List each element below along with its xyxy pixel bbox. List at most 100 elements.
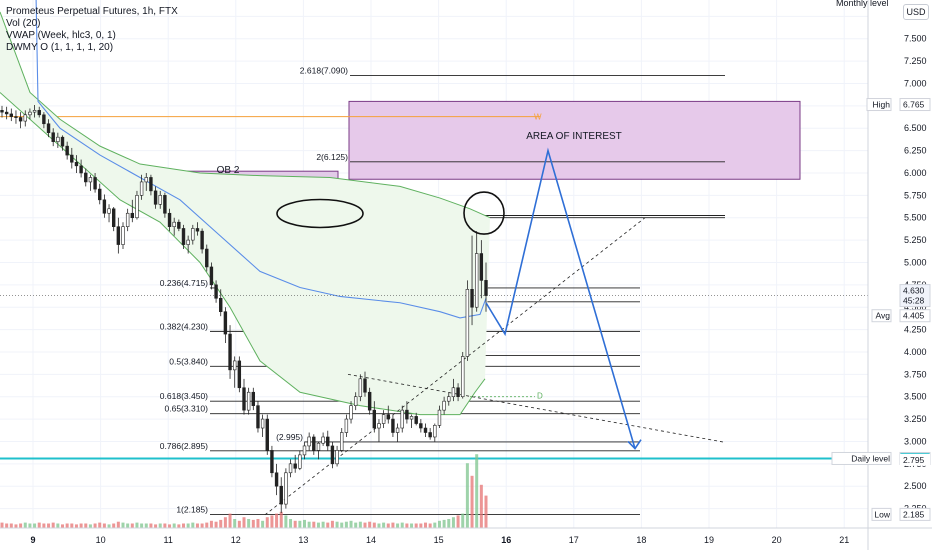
volume-bar: [79, 523, 83, 528]
volume-bar: [219, 519, 223, 528]
volume-bar: [177, 524, 181, 528]
volume-bar: [303, 519, 306, 528]
fib-level-label: 0.5(3.840): [169, 356, 208, 366]
candle-body: [56, 136, 60, 142]
candle-body: [335, 450, 339, 465]
candle-body: [419, 423, 423, 429]
candle-body: [437, 409, 442, 426]
candle-body: [135, 195, 139, 219]
volume-bar: [158, 523, 162, 528]
candle-body: [256, 405, 260, 429]
candle-body: [349, 405, 353, 420]
candle-body: [167, 212, 172, 227]
candle-body: [474, 253, 479, 308]
volume-bar: [154, 524, 158, 528]
candle-body: [409, 416, 414, 420]
fib-level-label: 2(6.125): [316, 152, 348, 162]
order-block-label: OB 2: [217, 165, 240, 176]
volume-bar: [74, 524, 78, 528]
fib-level-label: 0.65(3.310): [165, 404, 209, 414]
volume-bar: [5, 523, 9, 528]
x-tick-label: 10: [96, 535, 106, 545]
volume-bar: [28, 523, 32, 528]
candle-body: [177, 221, 181, 229]
y-tick-label: 7.250: [904, 56, 927, 66]
x-tick-label: 14: [366, 535, 376, 545]
avg-label: Avg: [876, 311, 891, 321]
candle-body: [74, 161, 79, 167]
daily-label-box: [831, 451, 892, 465]
volume-bar: [61, 524, 64, 528]
volume-bar: [121, 522, 125, 528]
volume-bar: [144, 523, 148, 528]
y-tick-label: 4.500: [904, 302, 927, 312]
volume-bar: [312, 521, 316, 528]
candle-body: [433, 425, 437, 438]
volume-bar: [70, 523, 74, 528]
y-tick-label: 3.500: [904, 392, 927, 402]
volume-bar: [209, 520, 213, 528]
volume-bar: [340, 522, 344, 528]
volume-bar: [42, 523, 46, 528]
low-price-tag: [899, 507, 931, 521]
volume-bar: [414, 523, 418, 528]
legend-volume[interactable]: Vol (20): [6, 18, 41, 29]
volume-bar: [135, 522, 139, 528]
candle-body: [28, 111, 32, 116]
volume-bar: [293, 520, 297, 528]
candle-countdown: 45:28: [903, 296, 925, 306]
candle-body: [451, 387, 456, 398]
candle-body: [130, 212, 135, 219]
volume-bar: [400, 522, 404, 528]
volume-bar: [23, 522, 27, 528]
candle-body: [391, 418, 395, 433]
volume-bar: [195, 523, 199, 528]
candle-body: [386, 414, 390, 420]
x-tick-label: 9: [30, 535, 35, 545]
candle-body: [153, 190, 158, 205]
volume-bar: [470, 475, 474, 528]
y-tick-label: 7.500: [904, 34, 927, 44]
monthly-level-label: Monthly level: [836, 0, 889, 8]
currency-button[interactable]: USD: [903, 4, 929, 20]
candle-body: [121, 226, 125, 245]
volume-bar: [65, 523, 69, 528]
volume-bar: [368, 521, 372, 528]
candle-body: [181, 228, 186, 245]
candle-body: [307, 436, 311, 447]
volume-bar: [116, 521, 120, 528]
legend-symbol[interactable]: Prometeus Perpetual Futures, 1h, FTX: [6, 6, 178, 17]
y-tick-label: 4.250: [904, 325, 927, 335]
volume-bar: [228, 513, 232, 528]
avg-price-tag: [899, 309, 931, 323]
y-tick-label: 3.000: [904, 436, 927, 446]
candle-body: [442, 400, 446, 411]
volume-bar: [93, 523, 97, 528]
candle-body: [270, 450, 274, 474]
candle-body: [32, 110, 37, 113]
time-axis-bg: [0, 528, 932, 550]
candle-body: [172, 221, 176, 227]
candle-body: [9, 113, 14, 117]
x-tick-label: 17: [569, 535, 579, 545]
volume-bar: [321, 521, 325, 528]
candle-body: [139, 181, 144, 196]
candle-body: [205, 248, 209, 268]
legend-vwap[interactable]: VWAP (Week, hlc3, 0, 1): [6, 30, 116, 41]
volume-bar: [335, 521, 339, 528]
x-tick-label: 19: [704, 535, 714, 545]
candle-body: [200, 230, 204, 250]
candle-body: [372, 409, 377, 429]
y-tick-label: 3.250: [904, 414, 927, 424]
volume-bar: [172, 523, 176, 528]
legend-dwmy[interactable]: DWMY O (1, 1, 1, 1, 20): [6, 42, 114, 53]
fib-level-label: 0.236(4.715): [160, 278, 208, 288]
candle-body: [400, 409, 404, 429]
candle-body: [42, 114, 46, 125]
volume-bar: [56, 523, 60, 528]
candle-body: [149, 177, 153, 192]
candle-body: [293, 463, 297, 469]
volume-bar: [182, 523, 185, 528]
volume-bar: [140, 523, 144, 528]
